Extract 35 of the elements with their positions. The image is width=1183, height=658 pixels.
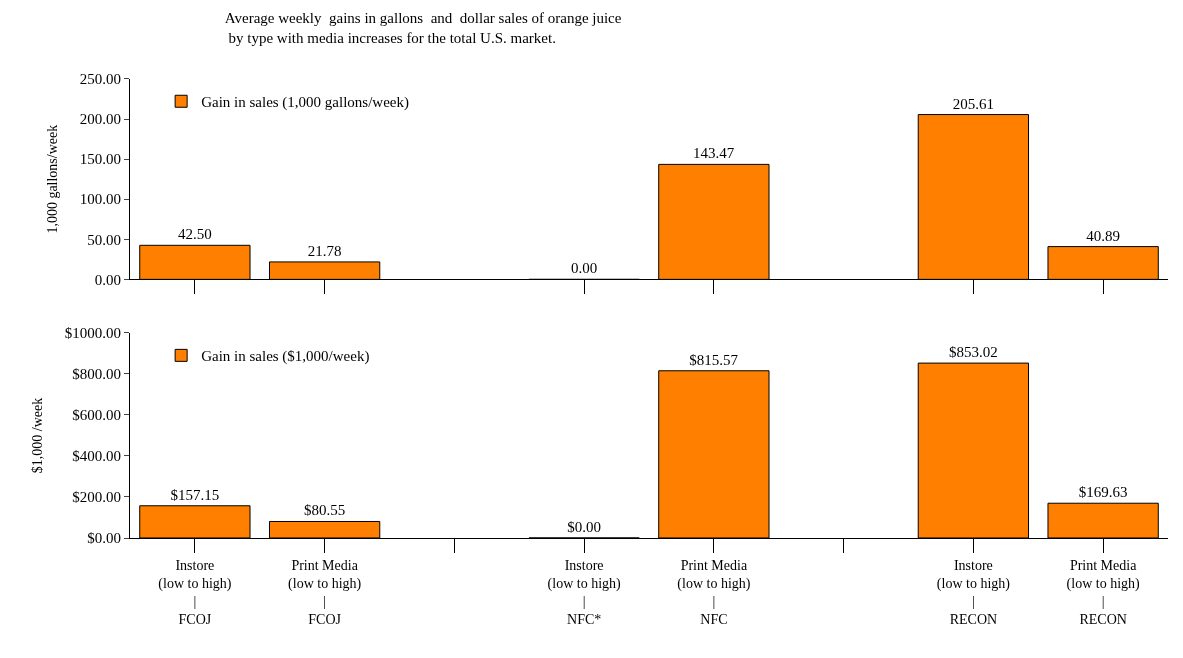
x-tick-label: Print Media (low to high) | NFC xyxy=(677,557,751,628)
x-tick-label: Instore (low to high) | NFC* xyxy=(547,557,622,628)
y-axis-title: 1,000 gallons/week xyxy=(45,124,61,234)
data-label: 205.61 xyxy=(952,95,994,112)
data-label: 21.78 xyxy=(307,242,342,259)
legend-label: Gain in sales (1,000 gallons/week) xyxy=(201,94,410,112)
data-label: 143.47 xyxy=(693,145,735,162)
data-label: $169.63 xyxy=(1078,484,1128,501)
y-tick-label: 0.00 xyxy=(94,271,121,288)
y-tick-label: 200.00 xyxy=(79,111,121,128)
x-tick-label: Print Media (low to high) | RECON xyxy=(1066,557,1141,628)
data-label: $80.55 xyxy=(304,502,346,519)
y-axis-title: $1,000 /week xyxy=(30,397,46,474)
data-label: $157.15 xyxy=(170,486,220,503)
y-tick-label: $600.00 xyxy=(72,407,121,424)
y-tick-label: $400.00 xyxy=(72,448,121,465)
x-tick-label: Instore (low to high) | FCOJ xyxy=(158,557,232,628)
y-tick-label: 150.00 xyxy=(79,151,121,168)
y-tick-label: $800.00 xyxy=(72,366,121,383)
y-tick-label: 250.00 xyxy=(79,71,121,88)
y-tick-label: $0.00 xyxy=(87,530,121,547)
y-tick-label: $1000.00 xyxy=(64,325,121,342)
data-label: $853.02 xyxy=(949,344,998,361)
data-label: $0.00 xyxy=(567,519,601,535)
chart-title: Average weekly gains in gallons and dollar sales of orange juice by type with media increases for the total U.S. market. xyxy=(224,10,622,46)
x-tick-label: Instore (low to high) | RECON xyxy=(936,557,1011,628)
data-label: $815.57 xyxy=(689,351,739,368)
data-label: 42.50 xyxy=(178,226,212,243)
data-label: 40.89 xyxy=(1086,227,1120,244)
legend-label: Gain in sales ($1,000/week) xyxy=(201,348,370,366)
y-tick-label: 50.00 xyxy=(87,231,121,248)
y-tick-label: 100.00 xyxy=(79,191,121,208)
data-label: 0.00 xyxy=(571,260,598,277)
y-tick-label: $200.00 xyxy=(72,489,121,506)
x-tick-label: Print Media (low to high) | FCOJ xyxy=(288,557,362,628)
